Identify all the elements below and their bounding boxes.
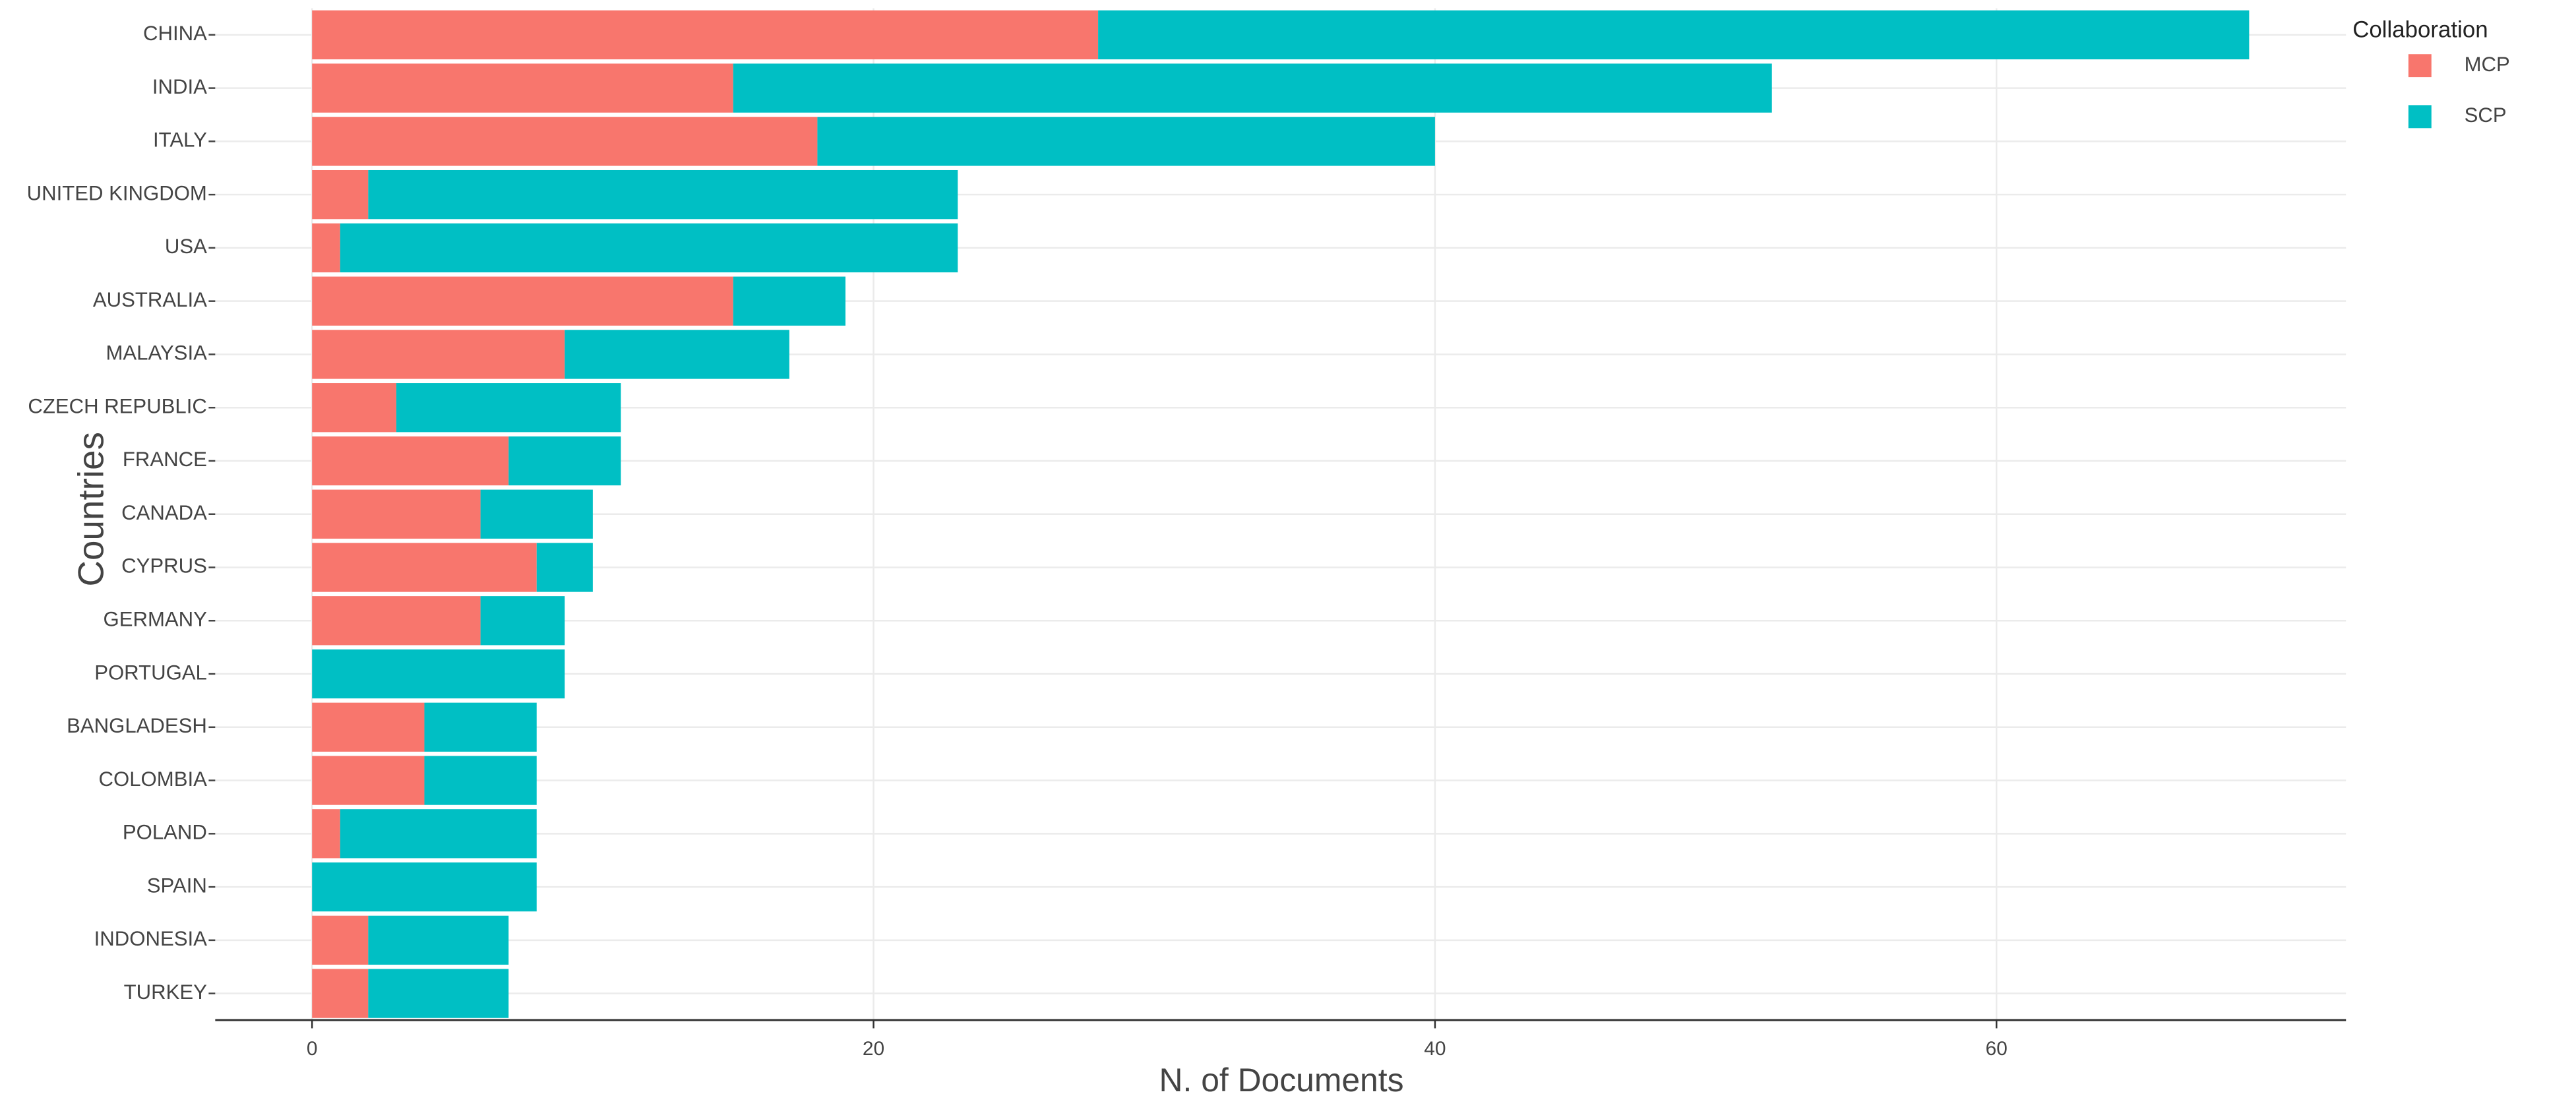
y-tick-label: POLAND bbox=[123, 821, 207, 844]
bar bbox=[312, 649, 565, 699]
bar bbox=[565, 330, 789, 379]
bar bbox=[340, 223, 958, 273]
bar bbox=[424, 756, 537, 805]
y-tick-label: INDIA bbox=[152, 75, 207, 98]
bar bbox=[312, 10, 1099, 59]
bar bbox=[1098, 10, 2250, 59]
bar bbox=[368, 915, 509, 965]
y-tick-label: UNITED KINGDOM bbox=[27, 181, 207, 204]
bar bbox=[312, 436, 509, 486]
bar bbox=[312, 383, 396, 433]
legend-label: MCP bbox=[2465, 53, 2510, 76]
y-tick-label: AUSTRALIA bbox=[93, 288, 207, 311]
bar bbox=[312, 756, 425, 805]
bar bbox=[312, 276, 733, 326]
x-axis-title: N. of Documents bbox=[1159, 1062, 1404, 1099]
bar bbox=[312, 596, 481, 646]
y-tick-label: ITALY bbox=[153, 129, 207, 152]
bar bbox=[312, 969, 369, 1018]
bar bbox=[480, 489, 593, 539]
bar bbox=[368, 169, 958, 220]
bar bbox=[312, 543, 537, 592]
bar bbox=[396, 383, 621, 433]
bar bbox=[312, 63, 733, 113]
bar bbox=[340, 809, 537, 859]
bar bbox=[536, 543, 593, 592]
legend-swatch bbox=[2408, 54, 2432, 78]
y-tick-label: INDONESIA bbox=[94, 927, 207, 950]
y-tick-label: CZECH REPUBLIC bbox=[28, 394, 207, 417]
y-tick-label: USA bbox=[165, 235, 207, 258]
bar bbox=[312, 702, 425, 752]
y-tick-label: GERMANY bbox=[104, 607, 208, 630]
x-tick-label: 0 bbox=[307, 1038, 318, 1060]
y-tick-label: FRANCE bbox=[123, 448, 207, 471]
legend-title: Collaboration bbox=[2352, 17, 2488, 43]
bar bbox=[480, 596, 565, 646]
y-tick-label: PORTUGAL bbox=[94, 661, 207, 684]
legend-swatch bbox=[2408, 105, 2432, 129]
x-tick-label: 40 bbox=[1424, 1038, 1446, 1060]
bar bbox=[312, 117, 818, 166]
y-tick-label: CYPRUS bbox=[121, 555, 207, 578]
y-tick-label: BANGLADESH bbox=[67, 714, 207, 737]
y-axis-title: Countries bbox=[70, 432, 111, 587]
bar bbox=[312, 330, 565, 379]
bar bbox=[312, 223, 340, 273]
bar bbox=[733, 276, 845, 326]
bar bbox=[312, 489, 481, 539]
bar bbox=[424, 702, 537, 752]
bar bbox=[733, 63, 1772, 113]
y-tick-label: CHINA bbox=[143, 22, 207, 45]
legend-label: SCP bbox=[2465, 104, 2507, 127]
bar bbox=[312, 862, 537, 912]
bar bbox=[508, 436, 621, 486]
bar bbox=[312, 809, 340, 859]
y-tick-label: SPAIN bbox=[147, 874, 207, 897]
bar bbox=[312, 169, 369, 220]
bar bbox=[368, 969, 509, 1018]
y-tick-label: TURKEY bbox=[124, 981, 207, 1004]
y-tick-label: COLOMBIA bbox=[99, 768, 208, 791]
x-tick-label: 60 bbox=[1986, 1038, 2008, 1060]
bar bbox=[312, 915, 369, 965]
y-tick-label: CANADA bbox=[121, 501, 207, 524]
y-tick-label: MALAYSIA bbox=[106, 342, 207, 365]
x-tick-label: 20 bbox=[863, 1038, 884, 1060]
bar bbox=[817, 117, 1435, 166]
